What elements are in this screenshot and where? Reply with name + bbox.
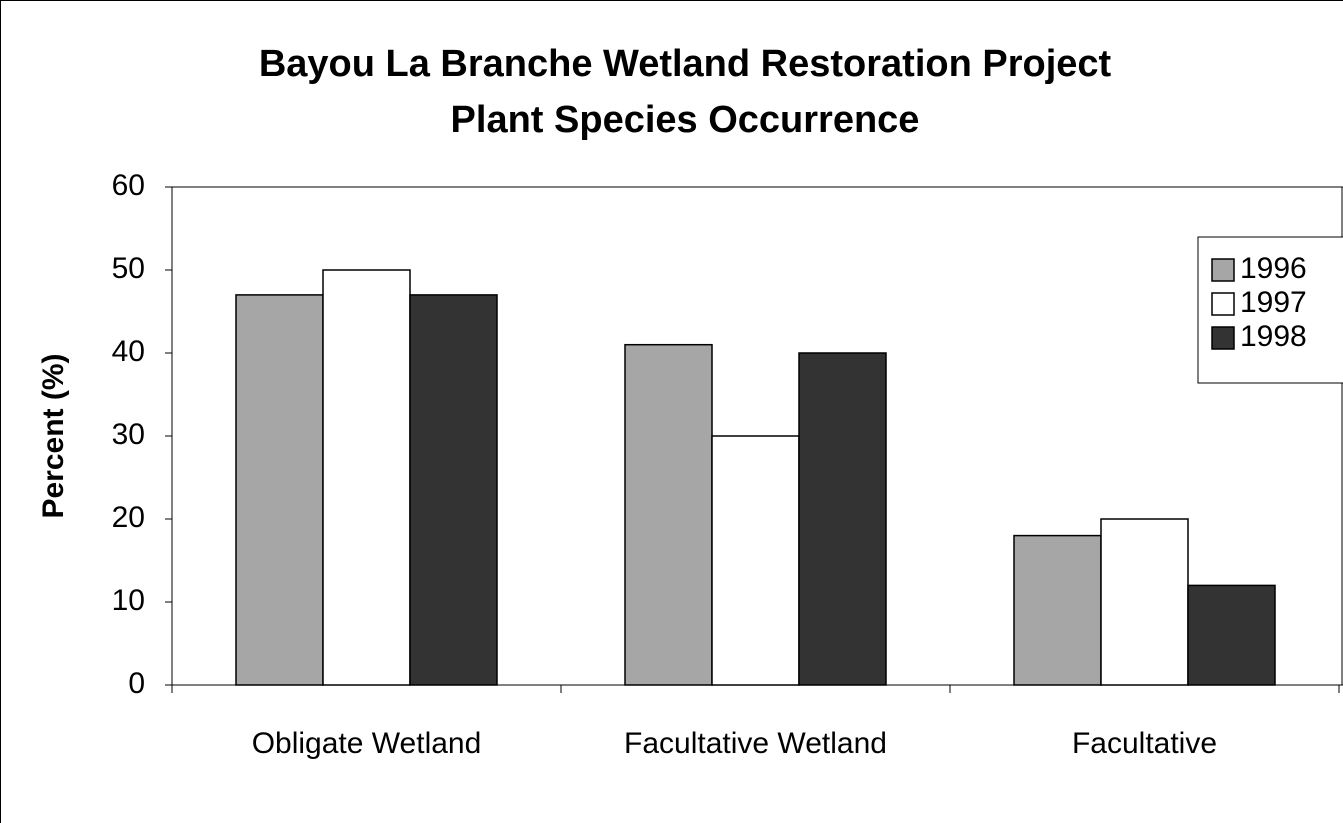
legend-swatch bbox=[1211, 258, 1235, 282]
legend-label: 1996 bbox=[1240, 252, 1307, 285]
bar bbox=[1187, 584, 1276, 686]
bar bbox=[798, 352, 887, 686]
y-tick-label: 60 bbox=[112, 169, 145, 202]
bar bbox=[1100, 518, 1189, 686]
bar bbox=[711, 435, 800, 686]
x-tick-label: Obligate Wetland bbox=[252, 727, 482, 760]
bar bbox=[322, 269, 411, 686]
legend-label: 1998 bbox=[1240, 320, 1307, 353]
x-tick-label: Facultative Wetland bbox=[624, 727, 887, 760]
legend-swatch bbox=[1211, 326, 1235, 350]
bar bbox=[624, 343, 713, 686]
chart-title: Bayou La Branche Wetland Restoration Pro… bbox=[259, 43, 1112, 85]
y-axis-label: Percent (%) bbox=[37, 353, 70, 518]
y-tick-label: 50 bbox=[112, 252, 145, 285]
legend-label: 1997 bbox=[1240, 286, 1307, 319]
y-tick-label: 0 bbox=[128, 667, 145, 700]
x-tick-label: Facultative bbox=[1072, 727, 1217, 760]
y-tick-label: 40 bbox=[112, 335, 145, 368]
bar bbox=[1013, 534, 1102, 686]
legend-swatch bbox=[1211, 292, 1235, 316]
chart-subtitle: Plant Species Occurrence bbox=[451, 99, 920, 141]
y-tick-label: 10 bbox=[112, 584, 145, 617]
bar bbox=[409, 294, 498, 686]
y-tick-label: 20 bbox=[112, 501, 145, 534]
y-tick-label: 30 bbox=[112, 418, 145, 451]
bar bbox=[235, 294, 324, 686]
